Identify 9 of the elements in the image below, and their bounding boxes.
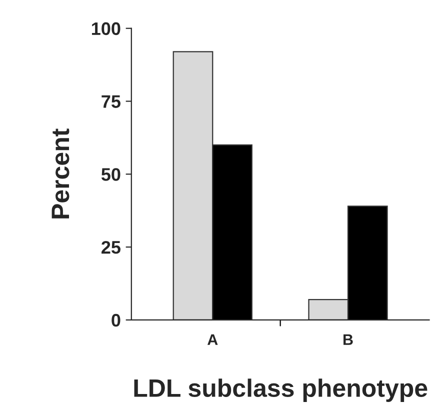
- y-tick-label: 0: [112, 314, 120, 327]
- y-tick-label: 25: [102, 240, 120, 254]
- x-axis-title: LDL subclass phenotype: [134, 378, 428, 402]
- y-tick-label: 100: [92, 22, 120, 36]
- y-tick-label: 50: [101, 168, 120, 181]
- y-axis-title: Percent: [52, 128, 70, 218]
- x-tick-label: A: [207, 334, 218, 345]
- x-tick-label: B: [344, 334, 353, 345]
- y-tick-label: 75: [102, 95, 120, 108]
